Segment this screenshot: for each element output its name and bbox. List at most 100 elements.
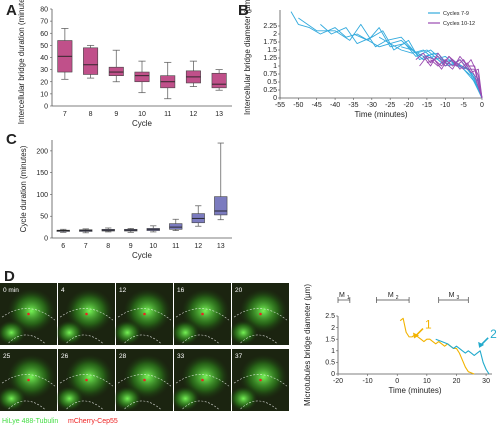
phase-label: M bbox=[449, 292, 455, 299]
panel-label-c: C bbox=[6, 131, 17, 148]
x-tick-label: -35 bbox=[348, 102, 358, 109]
panel-label-d: D bbox=[4, 268, 15, 285]
microscopy-frame: 28 bbox=[113, 349, 173, 411]
cell-signal bbox=[181, 288, 230, 334]
cell-signal bbox=[55, 386, 84, 411]
cep55-dot bbox=[85, 378, 88, 382]
cell-boundary bbox=[233, 374, 288, 387]
x-tick-label: 7 bbox=[63, 111, 67, 118]
y-tick-label: 200 bbox=[36, 148, 48, 155]
box-iqr bbox=[214, 196, 228, 216]
x-tick-label: 8 bbox=[106, 243, 110, 250]
y-tick-label: 1.25 bbox=[263, 55, 277, 62]
y-axis-label: Intercellular bridge diameter (µm) bbox=[243, 0, 252, 115]
y-tick-label: 1.75 bbox=[263, 39, 277, 46]
y-tick-label: 2.25 bbox=[263, 23, 277, 30]
y-tick-label: 2 bbox=[273, 31, 277, 38]
annotation-arrowhead bbox=[478, 341, 485, 348]
cell-boundary bbox=[175, 308, 230, 321]
frame-timestamp: 28 bbox=[119, 353, 127, 360]
frame-timestamp: 12 bbox=[119, 287, 127, 294]
x-tick-label: -10 bbox=[440, 102, 450, 109]
cell-signal bbox=[123, 288, 172, 334]
y-tick-label: 0.5 bbox=[267, 79, 277, 86]
cell-boundary bbox=[124, 334, 162, 345]
x-axis-label: Cycle bbox=[132, 251, 153, 260]
x-tick-label: -20 bbox=[333, 378, 343, 385]
cell-signal bbox=[239, 288, 288, 334]
cell-boundary bbox=[124, 400, 162, 411]
cell-boundary bbox=[182, 400, 220, 411]
caption-tubulin: HiLye 488-Tubulin bbox=[2, 418, 58, 425]
cell-boundary bbox=[59, 308, 114, 321]
cell-boundary bbox=[240, 334, 278, 345]
microscopy-frame: 12 bbox=[113, 283, 173, 345]
cell-signal bbox=[65, 354, 114, 400]
y-tick-label: 1 bbox=[273, 63, 277, 70]
frame-timestamp: 4 bbox=[61, 287, 65, 294]
x-tick-label: 12 bbox=[194, 243, 202, 250]
y-tick-label: 150 bbox=[36, 170, 48, 177]
box-iqr bbox=[83, 47, 99, 75]
cep55-dot bbox=[27, 378, 30, 382]
x-tick-label: 9 bbox=[114, 111, 118, 118]
x-tick-label: 10 bbox=[138, 111, 146, 118]
cep55-dot bbox=[259, 378, 262, 382]
cep55-dot bbox=[201, 378, 204, 382]
y-tick-label: 50 bbox=[40, 43, 48, 50]
y-tick-label: 0 bbox=[331, 371, 335, 378]
legend-label: Cycles 7-9 bbox=[443, 11, 469, 17]
phase-label: M bbox=[388, 292, 394, 299]
x-tick-label: 10 bbox=[149, 243, 157, 250]
panel-label-a: A bbox=[6, 2, 17, 19]
cell-signal bbox=[0, 386, 26, 411]
x-tick-label: -20 bbox=[403, 102, 413, 109]
chart-a: 0 10 20 30 40 50 60 70 80 7 8 9 10 11 12 13 Cycle Interce… bbox=[17, 0, 232, 128]
box-iqr bbox=[134, 71, 150, 83]
y-tick-label: 60 bbox=[40, 31, 48, 38]
x-tick-label: -5 bbox=[461, 102, 467, 109]
y-tick-label: 1.5 bbox=[267, 47, 277, 54]
microscopy-montage: 0 min 4 12 16 20 25 26 28 33 37 bbox=[0, 283, 289, 411]
cell-boundary bbox=[8, 334, 46, 345]
microscopy-frame: 26 bbox=[55, 349, 115, 411]
cell-signal bbox=[113, 320, 142, 345]
cep55-dot bbox=[259, 312, 262, 316]
panel-label-b: B bbox=[238, 2, 249, 19]
cell-signal bbox=[181, 354, 230, 400]
cell-boundary bbox=[175, 374, 230, 387]
x-tick-label: 9 bbox=[129, 243, 133, 250]
x-tick-label: 20 bbox=[453, 378, 461, 385]
x-tick-label: 10 bbox=[423, 378, 431, 385]
cell-signal bbox=[171, 386, 200, 411]
y-tick-label: 0.25 bbox=[263, 87, 277, 94]
cell-boundary bbox=[233, 308, 288, 321]
series-line-5 bbox=[378, 36, 483, 99]
series-line-2 bbox=[298, 17, 483, 99]
y-tick-label: 0 bbox=[44, 104, 48, 111]
y-tick-label: 2 bbox=[331, 325, 335, 332]
frame-timestamp: 33 bbox=[177, 353, 185, 360]
frame-timestamp: 26 bbox=[61, 353, 69, 360]
microscopy-frame: 4 bbox=[55, 283, 115, 345]
x-tick-label: 11 bbox=[164, 111, 171, 118]
phase-subscript: 2 bbox=[396, 295, 399, 301]
cep55-dot bbox=[27, 312, 30, 316]
x-tick-label: -10 bbox=[363, 378, 373, 385]
x-tick-label: 13 bbox=[215, 111, 223, 118]
y-tick-label: 20 bbox=[40, 79, 48, 86]
annotation-label: 2 bbox=[490, 327, 497, 341]
y-tick-label: 80 bbox=[40, 7, 48, 14]
frame-timestamp: 20 bbox=[235, 287, 243, 294]
x-tick-label: 12 bbox=[190, 111, 198, 118]
x-tick-label: 0 bbox=[480, 102, 484, 109]
y-tick-label: 30 bbox=[40, 67, 48, 74]
cep55-dot bbox=[201, 312, 204, 316]
series-line-1 bbox=[399, 317, 475, 375]
cell-boundary bbox=[1, 374, 56, 387]
x-tick-label: -15 bbox=[422, 102, 432, 109]
annotation-label: 1 bbox=[425, 318, 432, 332]
y-tick-label: 100 bbox=[36, 192, 48, 199]
box-iqr bbox=[108, 66, 124, 76]
x-axis-label: Cycle bbox=[132, 119, 153, 128]
